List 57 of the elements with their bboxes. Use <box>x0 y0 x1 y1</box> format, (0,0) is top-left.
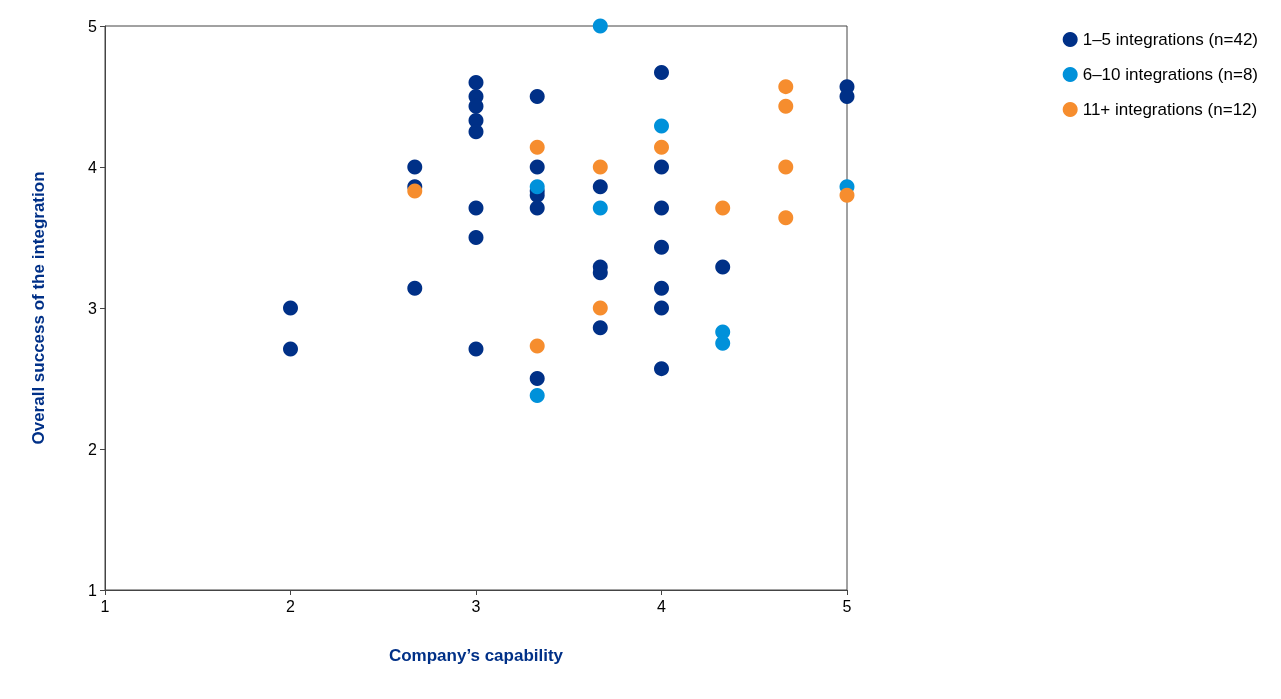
point <box>529 338 545 354</box>
point <box>529 139 545 155</box>
point <box>529 89 545 104</box>
point <box>592 18 608 34</box>
point <box>592 200 608 216</box>
point <box>592 179 608 195</box>
y-axis-title: Overall success of the integration <box>29 171 48 445</box>
legend-label: 11+ integrations (n=12) <box>1082 100 1258 119</box>
point <box>778 210 794 226</box>
y-tick-label: 3 <box>88 299 98 317</box>
point <box>407 183 423 199</box>
point <box>654 65 669 81</box>
point <box>654 200 669 216</box>
point <box>654 159 669 175</box>
point <box>529 387 545 403</box>
point <box>407 159 423 175</box>
x-tick-label: 2 <box>286 597 296 615</box>
point <box>592 320 608 336</box>
point <box>468 200 484 216</box>
point <box>715 200 731 216</box>
point <box>407 280 423 296</box>
y-tick-label: 2 <box>88 440 98 458</box>
point <box>778 98 794 114</box>
x-axis-title: Company’s capability <box>388 646 564 665</box>
x-tick-label: 1 <box>100 597 110 615</box>
point <box>283 341 298 357</box>
point <box>592 159 608 175</box>
point <box>654 139 669 155</box>
point <box>468 74 484 90</box>
point <box>529 159 545 175</box>
point <box>778 159 794 175</box>
point <box>778 79 794 95</box>
point <box>529 179 545 195</box>
point <box>654 361 669 377</box>
legend-label: 1–5 integrations (n=42) <box>1082 30 1258 49</box>
y-tick-label: 5 <box>88 17 98 35</box>
point <box>468 230 484 245</box>
point <box>839 89 855 104</box>
point <box>592 300 608 316</box>
point <box>654 118 669 134</box>
point <box>468 341 484 357</box>
point <box>654 239 669 255</box>
y-tick-label: 1 <box>88 581 98 599</box>
point <box>654 300 669 316</box>
point <box>839 187 855 203</box>
point <box>529 200 545 216</box>
point <box>468 124 484 140</box>
legend-label: 6–10 integrations (n=8) <box>1082 65 1258 84</box>
y-tick-label: 4 <box>88 158 98 176</box>
x-tick-label: 3 <box>471 597 481 615</box>
x-tick-label: 5 <box>842 597 852 615</box>
point <box>283 300 298 316</box>
point <box>529 371 545 386</box>
point <box>715 335 731 351</box>
point <box>654 280 669 296</box>
x-tick-label: 4 <box>657 597 667 615</box>
point <box>715 259 731 275</box>
